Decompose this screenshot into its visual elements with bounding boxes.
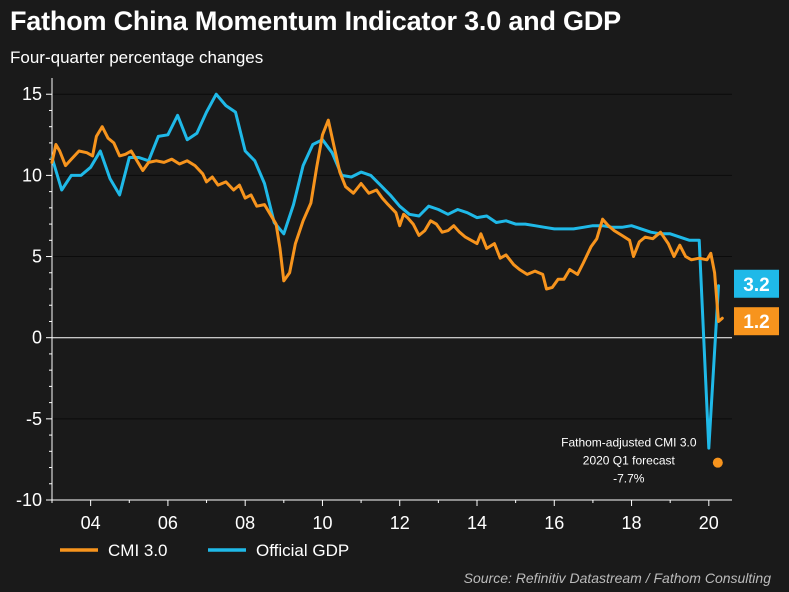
end-label-text: 3.2 (743, 275, 769, 296)
legend: CMI 3.0 Official GDP (60, 541, 349, 560)
end-label-box (734, 307, 779, 336)
x-tick-label: 14 (467, 513, 487, 533)
axes: 15 10 5 0 -5 -10 04 06 08 10 12 14 16 18 20 (16, 78, 732, 533)
y-tick-label: 5 (32, 247, 42, 267)
x-tick-label: 06 (158, 513, 178, 533)
chart-title: Fathom China Momentum Indicator 3.0 and … (10, 6, 621, 36)
end-labels: 3.2 1.2 (734, 269, 779, 336)
annotation-text: Fathom-adjusted CMI 3.0 (561, 436, 697, 450)
legend-label: Official GDP (256, 541, 349, 560)
legend-label: CMI 3.0 (108, 541, 168, 560)
x-tick-label: 08 (235, 513, 255, 533)
annotation: Fathom-adjusted CMI 3.0 2020 Q1 forecast -… (561, 436, 723, 486)
series-lines (50, 92, 724, 450)
y-tick-label: 0 (32, 328, 42, 348)
end-label-text: 1.2 (743, 312, 769, 333)
chart-subtitle: Four-quarter percentage changes (10, 48, 264, 67)
x-tick-label: 10 (312, 513, 332, 533)
x-tick-label: 20 (699, 513, 719, 533)
y-tick-label: 15 (22, 84, 42, 104)
annotation-text: 2020 Q1 forecast (583, 454, 676, 468)
x-tick-label: 16 (544, 513, 564, 533)
source-note: Source: Refinitiv Datastream / Fathom Co… (463, 570, 771, 586)
annotation-text: -7.7% (613, 472, 645, 486)
end-label-box (734, 269, 779, 298)
x-tick-label: 04 (81, 513, 101, 533)
y-tick-label: -10 (16, 490, 42, 510)
x-tick-label: 18 (622, 513, 642, 533)
forecast-marker (712, 457, 723, 468)
series-line-cmi-3-0 (50, 118, 724, 323)
y-tick-label: -5 (26, 409, 42, 429)
series-line-official-gdp (50, 92, 720, 450)
x-tick-label: 12 (390, 513, 410, 533)
y-tick-label: 10 (22, 165, 42, 185)
